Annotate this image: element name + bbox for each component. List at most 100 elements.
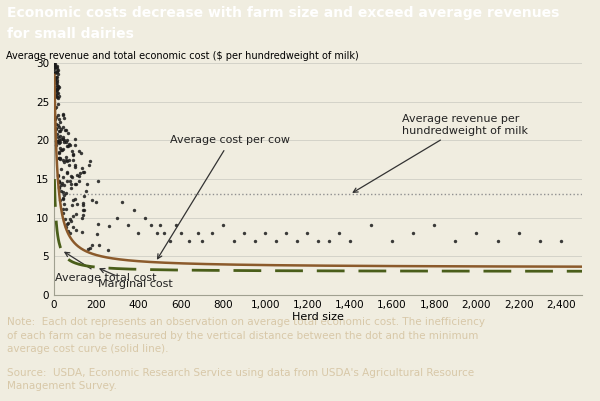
Point — [62, 143, 71, 150]
Point — [55, 156, 65, 163]
Point — [53, 83, 62, 89]
Point — [70, 136, 80, 143]
Point — [59, 159, 68, 166]
Point — [50, 63, 60, 70]
Point — [65, 229, 74, 236]
Point — [408, 230, 418, 236]
Point — [72, 200, 82, 207]
Point — [71, 227, 81, 233]
Point — [55, 144, 65, 151]
Point — [53, 111, 63, 118]
Point — [62, 170, 71, 176]
Point — [59, 182, 69, 188]
Point — [56, 188, 66, 194]
Point — [59, 115, 69, 122]
Point — [50, 69, 59, 75]
Point — [229, 237, 238, 244]
Point — [53, 172, 63, 178]
Point — [65, 142, 75, 148]
X-axis label: Herd size: Herd size — [292, 312, 344, 322]
Text: Average total cost: Average total cost — [55, 252, 157, 283]
Point — [77, 215, 86, 221]
Point — [197, 237, 206, 244]
Point — [59, 134, 68, 140]
Point — [172, 222, 181, 229]
Point — [54, 185, 64, 191]
Point — [140, 215, 149, 221]
Point — [52, 63, 62, 69]
Point — [324, 237, 334, 244]
Point — [70, 164, 79, 170]
Point — [75, 169, 85, 176]
Point — [58, 173, 68, 180]
Point — [68, 150, 77, 157]
Point — [52, 121, 61, 128]
Point — [52, 79, 62, 85]
Point — [52, 138, 61, 144]
Point — [66, 172, 76, 179]
Text: Average revenue per
hundredweight of milk: Average revenue per hundredweight of mil… — [353, 114, 529, 192]
Point — [74, 178, 84, 184]
Point — [68, 212, 78, 219]
Point — [50, 66, 59, 72]
Point — [55, 154, 65, 161]
Text: for small dairies: for small dairies — [7, 27, 134, 41]
Point — [49, 61, 59, 67]
Point — [72, 172, 82, 178]
Point — [78, 212, 88, 219]
Point — [50, 61, 60, 67]
Point — [159, 230, 169, 236]
Point — [117, 199, 127, 205]
Point — [59, 139, 69, 145]
Point — [239, 230, 249, 236]
Point — [92, 231, 101, 237]
Point — [54, 149, 64, 156]
Point — [59, 136, 68, 143]
Point — [85, 158, 94, 164]
Point — [271, 237, 281, 244]
Point — [302, 230, 312, 236]
Point — [193, 230, 202, 236]
Point — [55, 128, 65, 134]
Point — [68, 152, 77, 158]
Point — [514, 230, 523, 236]
Point — [77, 229, 87, 235]
Point — [51, 114, 61, 120]
Point — [50, 69, 59, 76]
Point — [52, 131, 61, 137]
Point — [52, 65, 62, 71]
Point — [61, 127, 70, 134]
Point — [62, 169, 71, 175]
Point — [53, 101, 62, 107]
Point — [57, 180, 67, 187]
Point — [61, 224, 70, 230]
Point — [61, 156, 71, 163]
Point — [53, 122, 62, 128]
Point — [130, 207, 139, 213]
Point — [53, 95, 62, 101]
Point — [67, 174, 77, 180]
Point — [53, 77, 62, 83]
Point — [58, 157, 67, 164]
Point — [54, 140, 64, 146]
Point — [50, 105, 60, 111]
Point — [54, 84, 64, 91]
Point — [52, 94, 62, 100]
Point — [67, 148, 77, 154]
Point — [50, 75, 59, 82]
Point — [51, 79, 61, 86]
Point — [50, 75, 59, 81]
Point — [52, 69, 61, 75]
Point — [58, 188, 68, 195]
Point — [58, 205, 68, 212]
Point — [65, 157, 74, 163]
Point — [66, 180, 76, 187]
Point — [56, 165, 65, 172]
Point — [430, 222, 439, 229]
Point — [66, 217, 76, 224]
Point — [65, 178, 74, 184]
Point — [65, 216, 74, 222]
Point — [218, 222, 228, 229]
Point — [64, 141, 74, 147]
Point — [58, 210, 68, 216]
